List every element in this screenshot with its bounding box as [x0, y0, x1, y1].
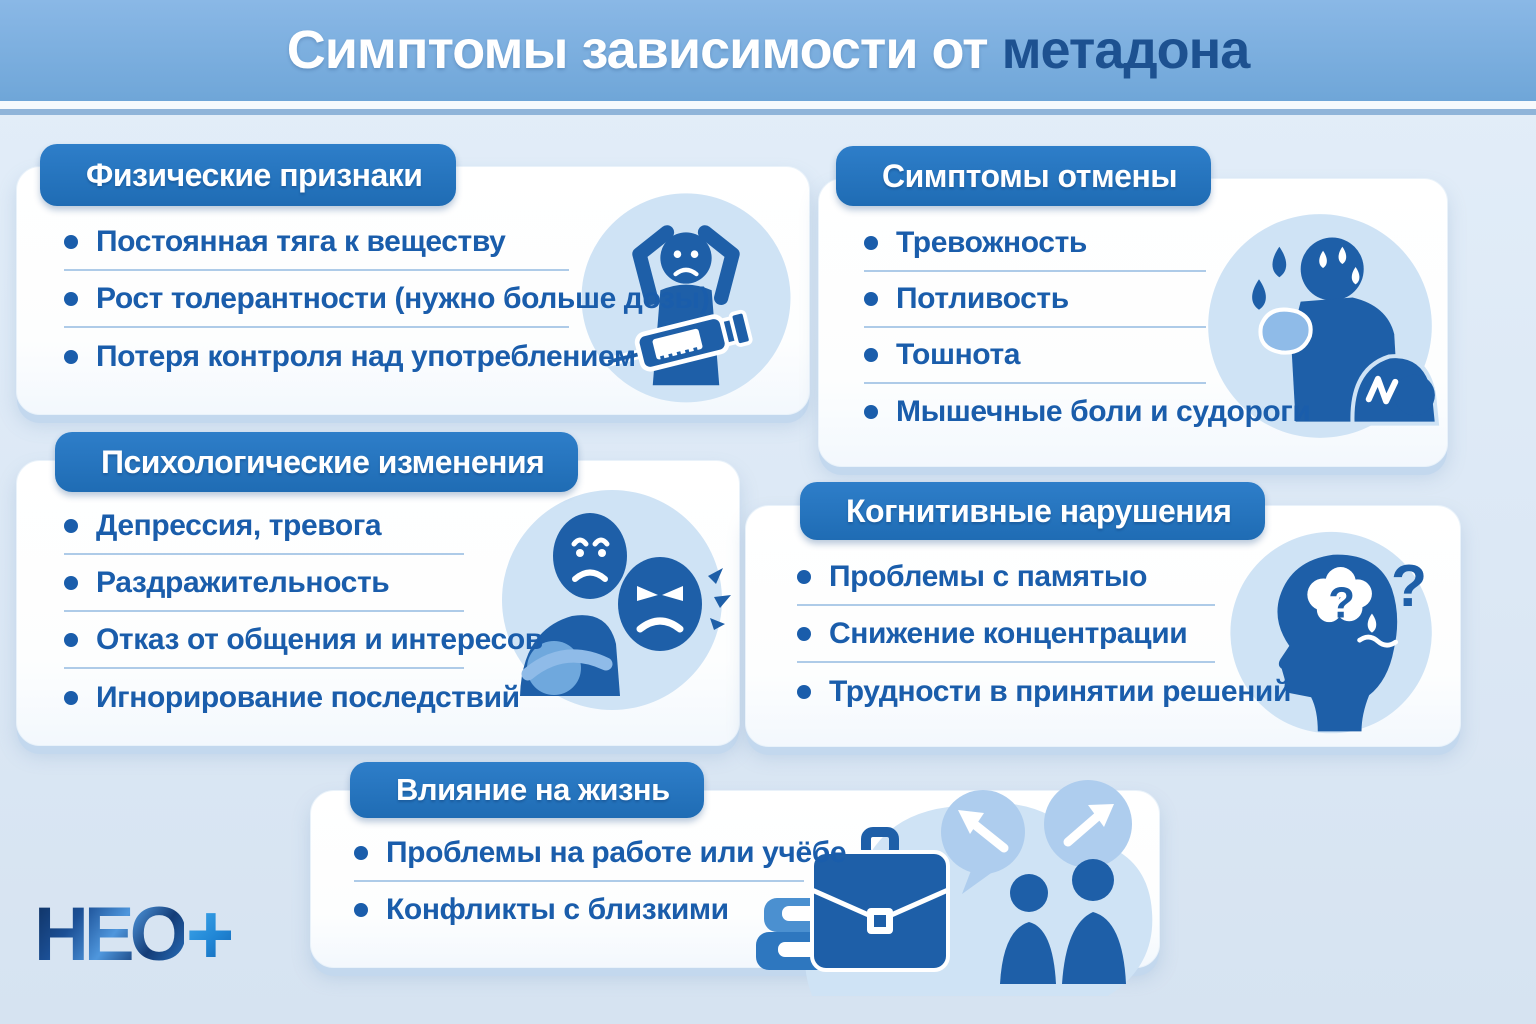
symptom-list: Тревожность Потливость Тошнота Мышечные бол… — [864, 216, 1311, 440]
card-title-pill: Влияние на жизнь — [350, 762, 704, 818]
neo-plus-logo: НЕО + — [34, 887, 236, 983]
header-band: Симптомы зависимости от метадона — [0, 0, 1536, 115]
head-brain-question-icon: ? ? — [1219, 511, 1447, 739]
list-item: Тошнота — [864, 328, 1206, 384]
sad-and-angry-faces-icon — [492, 480, 732, 720]
list-item: Проблемы с памятыо — [797, 549, 1215, 606]
list-item: Рост толерантности (нужно больше дозы) — [64, 271, 710, 328]
list-item-label: Трудности в принятии решений — [829, 674, 1292, 708]
list-item-label: Снижение концентрации — [829, 616, 1188, 650]
list-item-label: Проблемы на работе или учёбе — [386, 836, 847, 869]
card-title-pill: Психологические изменения — [55, 432, 579, 492]
bullet-icon — [797, 569, 811, 584]
card-life-impact: Влияние на жизнь Проблемы на работе или … — [310, 762, 1160, 996]
bullet-icon — [864, 348, 878, 362]
sweating-nausea-person-icon — [1198, 204, 1442, 448]
card-title: Физические признаки — [86, 156, 423, 193]
card-title: Влияние на жизнь — [396, 772, 670, 807]
list-item-label: Рост толерантности (нужно больше дозы) — [96, 281, 710, 315]
list-item: Отказ от общения и интересов — [64, 612, 543, 669]
list-item: Конфликты с близкими — [354, 882, 804, 938]
list-item-label: Мышечные боли и судороги — [896, 395, 1311, 428]
card-title: Симптомы отмены — [882, 157, 1178, 194]
card-title-pill: Когнитивные нарушения — [800, 482, 1266, 540]
bullet-icon — [797, 684, 811, 699]
bullet-icon — [64, 518, 78, 533]
list-item-label: Конфликты с близкими — [386, 893, 729, 926]
symptom-list: Проблемы на работе или учёбе Конфликты с … — [354, 826, 847, 938]
list-item-label: Отказ от общения и интересов — [96, 622, 543, 656]
card-cognitive-impairments: Когнитивные нарушения Проблемы с памятыо… — [745, 482, 1461, 747]
list-item-label: Потеря контроля над употреблением — [96, 339, 636, 373]
symptom-list: Постоянная тяга к веществу Рост толерантн… — [64, 214, 710, 385]
svg-text:?: ? — [1328, 578, 1355, 627]
bullet-icon — [64, 632, 78, 647]
card-withdrawal-symptoms: Симптомы отмены Тревожность Потливость Тош… — [818, 146, 1448, 467]
header-divider-blue — [0, 109, 1536, 115]
bullet-icon — [354, 903, 368, 917]
bullet-icon — [64, 575, 78, 590]
list-item-label: Игнорирование последствий — [96, 680, 520, 714]
list-item: Трудности в принятии решений — [797, 663, 1291, 720]
list-item-label: Тошнота — [896, 338, 1021, 371]
bullet-icon — [864, 405, 878, 419]
list-item-label: Проблемы с памятыо — [829, 559, 1148, 593]
list-item: Раздражительность — [64, 555, 464, 612]
header-divider-white — [0, 101, 1536, 109]
list-item: Проблемы на работе или учёбе — [354, 826, 847, 882]
list-item: Снижение концентрации — [797, 606, 1215, 663]
list-item-label: Потливость — [896, 282, 1069, 315]
card-title-pill: Симптомы отмены — [836, 146, 1212, 206]
logo-plus-icon: + — [185, 887, 236, 983]
bullet-icon — [354, 846, 368, 860]
card-title-pill: Физические признаки — [40, 144, 457, 206]
list-item: Мышечные боли и судороги — [864, 384, 1311, 440]
list-item: Потливость — [864, 272, 1206, 328]
symptom-list: Проблемы с памятыо Снижение концентрации Т… — [797, 549, 1291, 720]
list-item: Тревожность — [864, 216, 1206, 272]
card-title: Когнитивные нарушения — [846, 492, 1232, 529]
logo-text: НЕО — [34, 892, 189, 977]
work-books-conflict-icon — [746, 750, 1166, 1000]
bullet-icon — [64, 349, 78, 364]
card-physical-signs: Физические признаки Постоянная тяга к ве… — [16, 144, 810, 415]
list-item: Депрессия, тревога — [64, 498, 464, 555]
card-psychological-changes: Психологические изменения Депрессия, тре… — [16, 432, 740, 746]
card-title: Психологические изменения — [101, 443, 545, 480]
bullet-icon — [797, 626, 811, 641]
list-item: Игнорирование последствий — [64, 669, 520, 726]
bullet-icon — [64, 291, 78, 306]
list-item-label: Депрессия, тревога — [96, 508, 382, 542]
list-item: Постоянная тяга к веществу — [64, 214, 569, 271]
bullet-icon — [64, 234, 78, 249]
list-item-label: Тревожность — [896, 226, 1087, 259]
list-item-label: Постоянная тяга к веществу — [96, 224, 506, 258]
bullet-icon — [864, 236, 878, 250]
page-title-prefix: Симптомы зависимости от — [286, 20, 1002, 80]
list-item: Потеря контроля над употреблением — [64, 328, 636, 385]
bullet-icon — [64, 690, 78, 705]
svg-text:?: ? — [1391, 554, 1427, 619]
list-item-label: Раздражительность — [96, 565, 390, 599]
page-title-highlight: метадона — [1001, 20, 1251, 80]
page-title: Симптомы зависимости от метадона — [0, 0, 1536, 101]
bullet-icon — [864, 292, 878, 306]
symptom-list: Депрессия, тревога Раздражительность Отказ… — [64, 498, 543, 726]
distressed-person-syringe-icon — [572, 182, 800, 410]
